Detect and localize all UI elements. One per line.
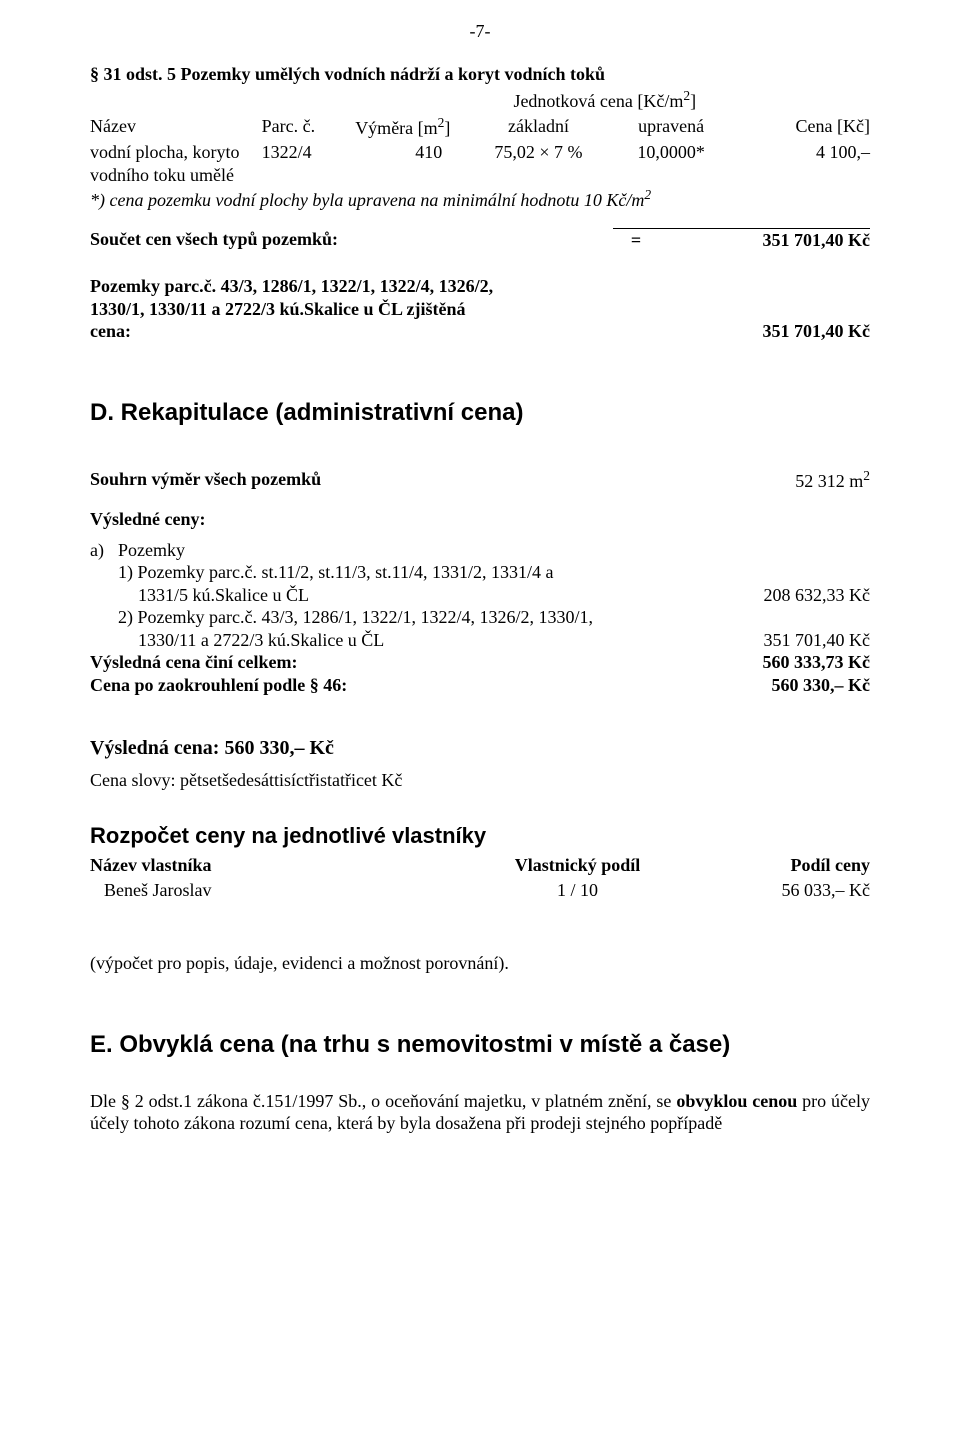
page-number: -7- (90, 20, 870, 43)
rekap-heading: D. Rekapitulace (administrativní cena) (90, 398, 870, 428)
sum-types-label: Součet cen všech typů pozemků: (90, 228, 613, 251)
vysledna-cena: Výsledná cena: 560 330,– Kč (90, 736, 870, 761)
pozemky2-value: 351 701,40 Kč (763, 320, 871, 343)
pozemky2-line3: cena: (90, 320, 131, 343)
row-cena: 4 100,– (737, 140, 870, 187)
souhrn-value: 52 312 m2 (795, 468, 870, 493)
item1-line2: 1331/5 kú.Skalice u ČL (138, 584, 749, 607)
row-nazev: vodní plocha, koryto vodního toku umělé (90, 140, 262, 187)
a-label: a) (90, 539, 118, 562)
celkem-label: Výsledná cena činí celkem: (90, 651, 748, 674)
rozpocet-heading: Rozpočet ceny na jednotlivé vlastníky (90, 822, 870, 850)
item2-line1: 2) Pozemky parc.č. 43/3, 1286/1, 1322/1,… (118, 606, 870, 629)
col-parc: Parc. č. (262, 114, 356, 141)
s31-footnote: *) cena pozemku vodní plochy byla uprave… (90, 187, 870, 212)
pozemky2-line1: Pozemky parc.č. 43/3, 1286/1, 1322/1, 13… (90, 275, 870, 298)
pozemky2-line2: 1330/1, 1330/11 a 2722/3 kú.Skalice u ČL… (90, 298, 870, 321)
owner-table: Název vlastníka Vlastnický podíl Podíl c… (90, 853, 870, 902)
owner-podil: 1 / 10 (480, 878, 675, 903)
col-cena: Cena [Kč] (737, 114, 870, 141)
item2-line2: 1330/11 a 2722/3 kú.Skalice u ČL (138, 629, 749, 652)
col-jednotkova: Jednotková cena [Kč/m2] (472, 87, 737, 114)
owner-name: Beneš Jaroslav (90, 878, 480, 903)
owner-cena: 56 033,– Kč (675, 878, 870, 903)
col-upravena: upravená (605, 114, 738, 141)
souhrn-label: Souhrn výměr všech pozemků (90, 468, 321, 493)
s31-title: § 31 odst. 5 Pozemky umělých vodních nád… (90, 63, 870, 86)
item1-value: 208 632,33 Kč (749, 584, 871, 607)
sum-types-eq: = (613, 228, 660, 251)
col-nazev: Název (90, 114, 262, 141)
page: -7- § 31 odst. 5 Pozemky umělých vodních… (0, 0, 960, 1175)
obvykla-heading: E. Obvyklá cena (na trhu s nemovitostmi … (90, 1030, 870, 1060)
h-podil: Vlastnický podíl (480, 853, 675, 878)
zaokr-label: Cena po zaokrouhlení podle § 46: (90, 674, 757, 697)
pozemky2-block: Pozemky parc.č. 43/3, 1286/1, 1322/1, 13… (90, 275, 870, 343)
celkem-value: 560 333,73 Kč (748, 651, 871, 674)
s31-table: Jednotková cena [Kč/m2] Název Parc. č. V… (90, 87, 870, 187)
row-parc: 1322/4 (262, 140, 356, 187)
h-nazev: Název vlastníka (90, 853, 480, 878)
vypocet-note: (výpočet pro popis, údaje, evidenci a mo… (90, 952, 870, 975)
row-upravena: 10,0000* (605, 140, 738, 187)
col-vymera: Výměra [m2] (355, 114, 472, 141)
row-vymera: 410 (355, 140, 472, 187)
obvykla-paragraph: Dle § 2 odst.1 zákona č.151/1997 Sb., o … (90, 1090, 870, 1135)
item1-line1: 1) Pozemky parc.č. st.11/2, st.11/3, st.… (118, 561, 870, 584)
souhrn-row: Souhrn výměr všech pozemků 52 312 m2 (90, 468, 870, 493)
vysledne-ceny-label: Výsledné ceny: (90, 508, 870, 531)
sum-types-row: Součet cen všech typů pozemků: = 351 701… (90, 228, 870, 252)
row-zakladni: 75,02 × 7 % (472, 140, 605, 187)
h-cena: Podíl ceny (675, 853, 870, 878)
item2-value: 351 701,40 Kč (749, 629, 871, 652)
cena-slovy: Cena slovy: pětsetšedesáttisíctřistatřic… (90, 769, 870, 792)
sum-types-value: 351 701,40 Kč (659, 228, 870, 251)
col-zakladni: základní (472, 114, 605, 141)
zaokr-value: 560 330,– Kč (757, 674, 871, 697)
a-text: Pozemky (118, 539, 185, 562)
